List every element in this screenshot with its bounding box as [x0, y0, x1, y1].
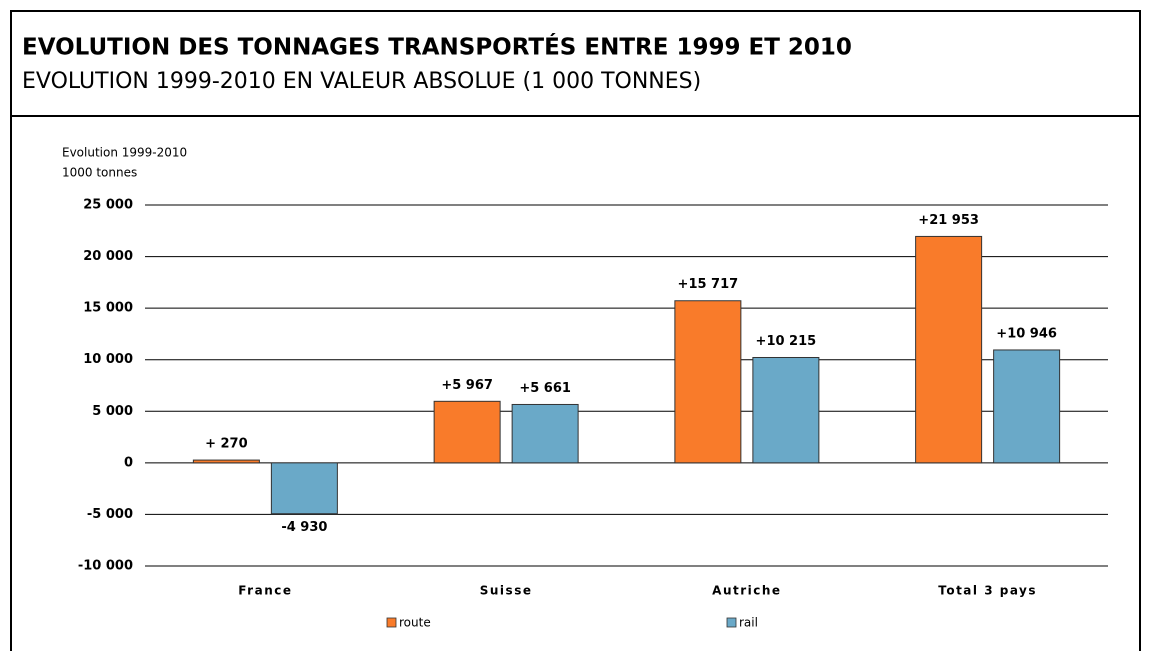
value-label: + 270 [205, 437, 248, 452]
bar [511, 403, 579, 464]
y-tick-label: -10 000 [78, 559, 133, 574]
x-tick-label: Autriche [712, 584, 781, 598]
value-label: +5 967 [441, 378, 493, 393]
legend-swatch [386, 617, 397, 628]
value-label: +21 953 [918, 213, 979, 228]
legend-swatch [726, 617, 737, 628]
y-axis-label: Evolution 1999-2010 [62, 146, 187, 160]
y-tick-label: 10 000 [83, 352, 133, 367]
y-tick-label: 5 000 [92, 404, 133, 419]
bar [192, 459, 260, 464]
bar [433, 400, 501, 464]
y-tick-label: 0 [124, 455, 133, 470]
y-tick-label: 20 000 [83, 249, 133, 264]
chart-title: EVOLUTION DES TONNAGES TRANSPORTÉS ENTRE… [22, 33, 852, 61]
bar [752, 356, 820, 464]
bar [674, 300, 742, 464]
value-label: +5 661 [519, 381, 571, 396]
bar [270, 462, 338, 515]
bar [993, 349, 1061, 464]
x-tick-label: Total 3 pays [938, 584, 1037, 598]
legend-label: rail [739, 616, 758, 630]
x-tick-label: France [238, 584, 292, 598]
chart-subtitle: EVOLUTION 1999-2010 EN VALEUR ABSOLUE (1… [22, 69, 701, 94]
value-label: +10 215 [756, 334, 817, 349]
value-label: -4 930 [281, 520, 327, 535]
value-label: +10 946 [996, 326, 1057, 341]
value-label: +15 717 [678, 277, 739, 292]
bar [915, 235, 983, 464]
y-tick-label: 25 000 [83, 198, 133, 213]
frame [10, 10, 1141, 651]
y-tick-label: 15 000 [83, 301, 133, 316]
x-tick-label: Suisse [480, 584, 533, 598]
y-axis-label: 1000 tonnes [62, 166, 137, 180]
y-tick-label: -5 000 [87, 507, 133, 522]
legend-label: route [399, 616, 431, 630]
